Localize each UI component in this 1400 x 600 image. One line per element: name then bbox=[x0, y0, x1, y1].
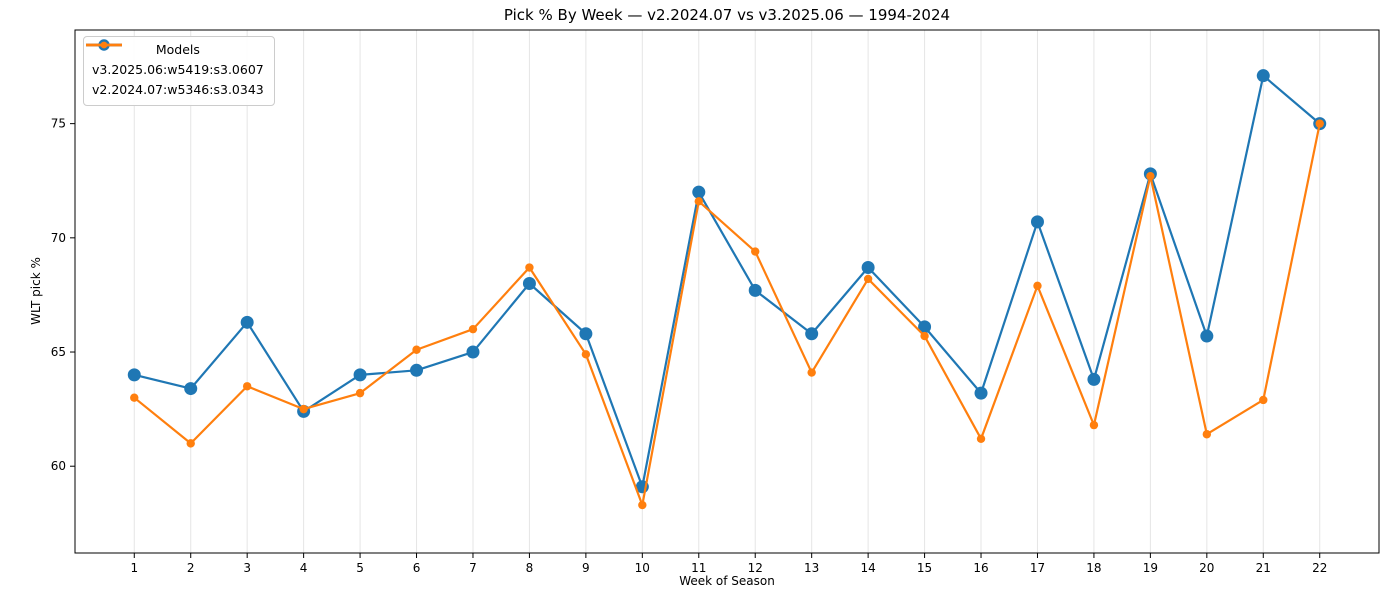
data-point bbox=[1033, 281, 1042, 290]
data-point bbox=[1259, 395, 1268, 405]
x-tick-label: 9 bbox=[582, 561, 590, 575]
legend-entry: v3.2025.06:w5419:s3.0607 bbox=[86, 39, 264, 79]
data-point bbox=[468, 324, 478, 334]
data-point bbox=[861, 261, 875, 275]
series-line-0 bbox=[133, 74, 1321, 488]
legend-entry: v2.2024.07:w5346:s3.0343 bbox=[86, 41, 264, 99]
x-tick-label: 14 bbox=[860, 561, 875, 575]
data-point bbox=[974, 386, 988, 400]
plot-border bbox=[74, 29, 1380, 554]
x-tick-label: 16 bbox=[973, 561, 988, 575]
x-tick-label: 2 bbox=[187, 561, 195, 575]
legend-entry-label: v3.2025.06:w5419:s3.0607 bbox=[92, 61, 264, 77]
data-point bbox=[579, 327, 593, 341]
data-point bbox=[525, 263, 534, 272]
data-point bbox=[807, 368, 816, 377]
data-point bbox=[694, 197, 703, 206]
data-point bbox=[186, 439, 195, 448]
x-tick-label: 19 bbox=[1143, 561, 1158, 575]
data-point bbox=[466, 345, 480, 359]
data-point bbox=[920, 331, 929, 341]
data-point bbox=[184, 382, 198, 396]
data-point bbox=[127, 368, 141, 382]
x-tick-label: 11 bbox=[691, 561, 706, 575]
data-point bbox=[1256, 69, 1270, 83]
data-point bbox=[863, 274, 873, 284]
data-point bbox=[242, 382, 252, 391]
data-point bbox=[638, 500, 647, 510]
data-point bbox=[918, 320, 932, 334]
y-tick-label: 70 bbox=[51, 231, 66, 245]
legend-line-sample bbox=[86, 41, 122, 49]
data-point bbox=[976, 434, 986, 444]
legend: Models v3.2025.06:w5419:s3.0607 v2.2024.0… bbox=[83, 36, 275, 106]
data-point bbox=[1087, 372, 1101, 386]
x-tick-label: 22 bbox=[1312, 561, 1327, 575]
x-tick-label: 15 bbox=[917, 561, 932, 575]
x-axis-label: Week of Season bbox=[679, 574, 775, 588]
chart-title: Pick % By Week — v2.2024.07 vs v3.2025.0… bbox=[503, 6, 951, 24]
data-point bbox=[748, 283, 762, 297]
series-line-1 bbox=[133, 122, 1321, 507]
data-point bbox=[1146, 171, 1155, 181]
y-tick-label: 75 bbox=[51, 117, 66, 131]
x-tick-label: 8 bbox=[526, 561, 534, 575]
data-point bbox=[692, 185, 706, 199]
data-point bbox=[355, 388, 365, 398]
legend-title: Models bbox=[155, 42, 200, 57]
legend-entry-label: v2.2024.07:w5346:s3.0343 bbox=[92, 81, 264, 97]
data-point bbox=[353, 368, 367, 382]
data-point bbox=[1202, 430, 1212, 439]
x-tick-label: 17 bbox=[1030, 561, 1045, 575]
data-point bbox=[581, 350, 591, 359]
x-tick-label: 10 bbox=[635, 561, 650, 575]
x-tick-label: 18 bbox=[1086, 561, 1101, 575]
x-tick-label: 1 bbox=[130, 561, 138, 575]
data-point bbox=[410, 363, 424, 377]
data-point bbox=[522, 277, 536, 291]
data-point bbox=[412, 345, 421, 354]
x-tick-label: 13 bbox=[804, 561, 819, 575]
data-point bbox=[1030, 215, 1044, 229]
data-point bbox=[240, 315, 254, 329]
y-axis-label: WLT pick % bbox=[29, 257, 43, 325]
data-point bbox=[751, 247, 760, 256]
data-point bbox=[130, 393, 139, 402]
x-tick-label: 3 bbox=[243, 561, 251, 575]
x-tick-label: 7 bbox=[469, 561, 477, 575]
data-point bbox=[1089, 420, 1099, 430]
x-tick-label: 12 bbox=[748, 561, 763, 575]
legend-entries: v3.2025.06:w5419:s3.0607 v2.2024.07:w5346… bbox=[86, 39, 264, 99]
y-tick-label: 60 bbox=[51, 459, 66, 473]
y-tick-label: 65 bbox=[51, 345, 66, 359]
data-point bbox=[299, 404, 308, 414]
data-point bbox=[805, 327, 819, 341]
x-tick-label: 5 bbox=[356, 561, 364, 575]
legend-sample-marker bbox=[100, 41, 108, 49]
x-tick-label: 21 bbox=[1256, 561, 1271, 575]
data-point bbox=[1315, 119, 1324, 128]
x-tick-label: 20 bbox=[1199, 561, 1214, 575]
x-tick-label: 4 bbox=[300, 561, 308, 575]
data-point bbox=[1200, 329, 1214, 343]
x-tick-label: 6 bbox=[413, 561, 421, 575]
